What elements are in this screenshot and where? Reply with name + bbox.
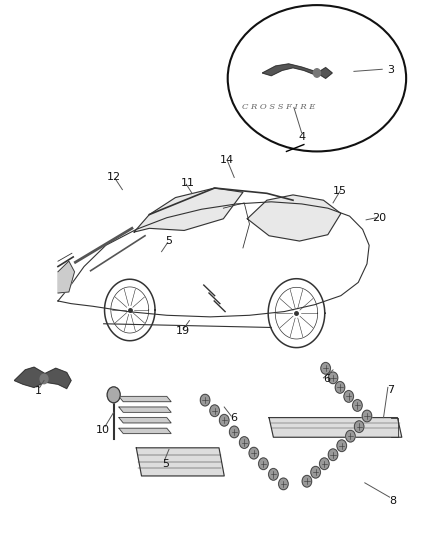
Polygon shape <box>58 261 74 293</box>
Text: 6: 6 <box>323 374 330 384</box>
Text: 6: 6 <box>231 413 238 423</box>
Text: 4: 4 <box>298 132 305 142</box>
Text: 5: 5 <box>162 459 170 469</box>
Circle shape <box>353 400 362 411</box>
Text: 10: 10 <box>95 425 110 435</box>
Circle shape <box>230 426 239 438</box>
Circle shape <box>302 475 312 487</box>
Circle shape <box>219 415 229 426</box>
Polygon shape <box>119 418 171 423</box>
Circle shape <box>354 421 364 432</box>
Circle shape <box>311 466 321 478</box>
Circle shape <box>107 387 120 403</box>
Polygon shape <box>119 397 171 402</box>
Text: 7: 7 <box>387 384 395 394</box>
Text: 8: 8 <box>389 496 397 506</box>
Polygon shape <box>134 188 243 232</box>
Text: 3: 3 <box>388 66 394 75</box>
Circle shape <box>210 405 219 417</box>
Circle shape <box>240 437 249 448</box>
Circle shape <box>328 372 338 384</box>
Circle shape <box>279 478 288 490</box>
Polygon shape <box>247 195 341 241</box>
Text: 5: 5 <box>166 236 173 246</box>
Circle shape <box>314 69 321 77</box>
Polygon shape <box>136 448 224 476</box>
Circle shape <box>344 391 353 402</box>
Circle shape <box>328 449 338 461</box>
Polygon shape <box>14 367 71 389</box>
Polygon shape <box>269 418 402 437</box>
Text: 11: 11 <box>180 177 194 188</box>
Circle shape <box>200 394 210 406</box>
Circle shape <box>337 440 346 451</box>
Circle shape <box>40 374 48 384</box>
Polygon shape <box>119 407 171 413</box>
Text: 20: 20 <box>372 213 386 223</box>
Circle shape <box>346 430 355 442</box>
Circle shape <box>362 410 372 422</box>
Circle shape <box>320 458 329 470</box>
Text: 19: 19 <box>176 326 191 336</box>
Ellipse shape <box>228 5 406 151</box>
Polygon shape <box>262 64 332 78</box>
Circle shape <box>249 447 258 459</box>
Circle shape <box>335 382 345 393</box>
Circle shape <box>268 469 278 480</box>
Text: 14: 14 <box>220 156 234 165</box>
Polygon shape <box>119 428 171 433</box>
Circle shape <box>258 458 268 470</box>
Text: 1: 1 <box>35 386 42 396</box>
Text: 12: 12 <box>106 172 121 182</box>
Circle shape <box>321 362 330 374</box>
Text: C R O S S F I R E: C R O S S F I R E <box>242 103 316 111</box>
Text: 15: 15 <box>333 186 347 196</box>
